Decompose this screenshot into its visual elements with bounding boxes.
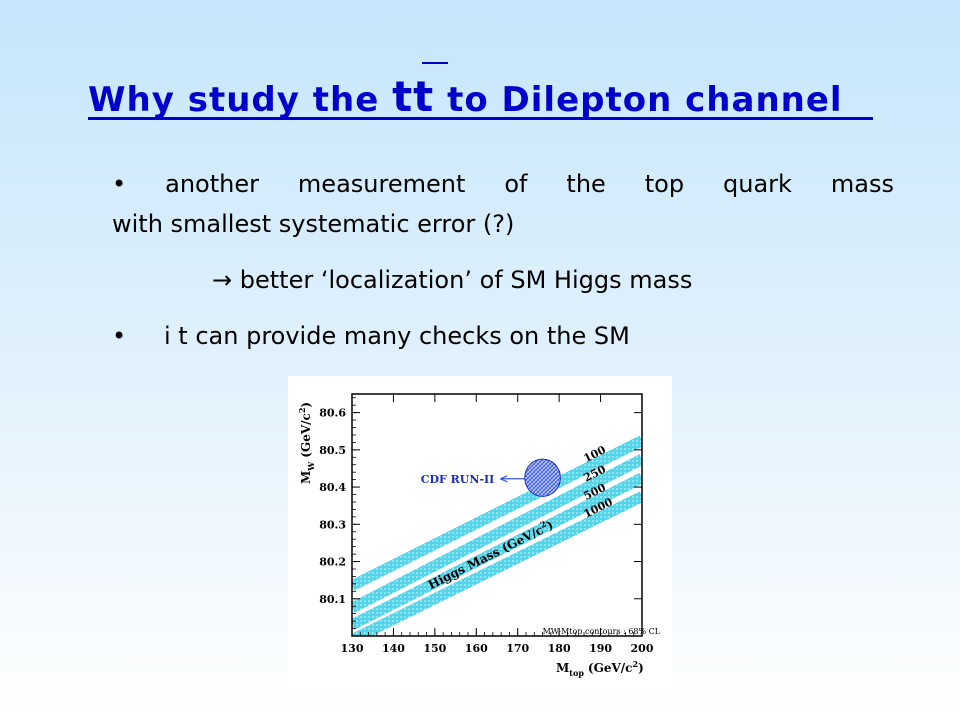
cdf-run2-label: CDF RUN-II [421, 473, 495, 486]
plot-frame [351, 393, 643, 637]
ttbar-overline [422, 62, 449, 64]
bullet-1-word: measurement [297, 170, 466, 198]
x-tick-label: 190 [589, 642, 612, 655]
x-tick-label: 140 [382, 642, 405, 655]
y-tick-label: 80.2 [319, 556, 346, 569]
contour-note: MW-Mtop contours : 68% CL [543, 627, 661, 636]
arrow-point: → better ‘localization’ of SM Higgs mass [212, 266, 692, 294]
bullet-1-word: top [644, 170, 685, 198]
mw-mtop-figure: 100 250 500 1000 Higgs Mass (GeV/c2) CDF RUN-… [288, 376, 672, 690]
cdf-arrow-head [500, 475, 508, 483]
bullet-1-line-1: • another measurement of the top quark mass [112, 170, 894, 198]
x-tick-label: 180 [548, 642, 571, 655]
bullet-1-word: the [566, 170, 606, 198]
y-tick-label: 80.1 [319, 593, 346, 606]
bullet-1-marker: • [112, 170, 127, 198]
bullet-2: • i t can provide many checks on the SM [112, 322, 630, 350]
y-tick-label: 80.6 [319, 407, 346, 420]
arrow-icon: → [212, 266, 233, 294]
y-tick-label: 80.3 [319, 518, 346, 531]
higgs-band-250 [352, 454, 642, 613]
x-tick-label: 200 [631, 642, 654, 655]
higgs-bands [352, 435, 642, 636]
cdf-run2-ellipse [524, 458, 561, 497]
title-post: to Dilepton channel [447, 80, 843, 120]
bullet-1-word: mass [830, 170, 894, 198]
y-tick-label: 80.5 [319, 444, 346, 457]
bullet-1-line-2: with smallest systematic error (?) [112, 210, 515, 238]
title-ttbar: tt [392, 62, 449, 121]
higgs-band-100 [352, 435, 642, 591]
higgs-band-500 [352, 472, 642, 630]
title-pre: Why study the [88, 80, 380, 120]
bullet-1-word: of [504, 170, 528, 198]
higgs-band-1000 [352, 491, 642, 636]
x-tick-label: 170 [506, 642, 529, 655]
y-axis-label: MW(GeV/c2) [297, 402, 316, 484]
arrow-text: better ‘localization’ of SM Higgs mass [239, 266, 693, 294]
y-tick-label: 80.4 [319, 481, 346, 494]
bullet-1-word: quark [723, 170, 792, 198]
bullet-2-marker: • [112, 322, 127, 350]
x-tick-label: 160 [465, 642, 488, 655]
bullet-1-word: another [165, 170, 259, 198]
x-tick-label: 150 [423, 642, 446, 655]
slide-title: Why study the tt to Dilepton channel [88, 62, 873, 121]
x-axis-label: Mtop (GeV/c2) [556, 659, 644, 678]
title-underline [88, 117, 873, 120]
bullet-2-text: i t can provide many checks on the SM [164, 322, 630, 350]
x-tick-label: 130 [341, 642, 364, 655]
